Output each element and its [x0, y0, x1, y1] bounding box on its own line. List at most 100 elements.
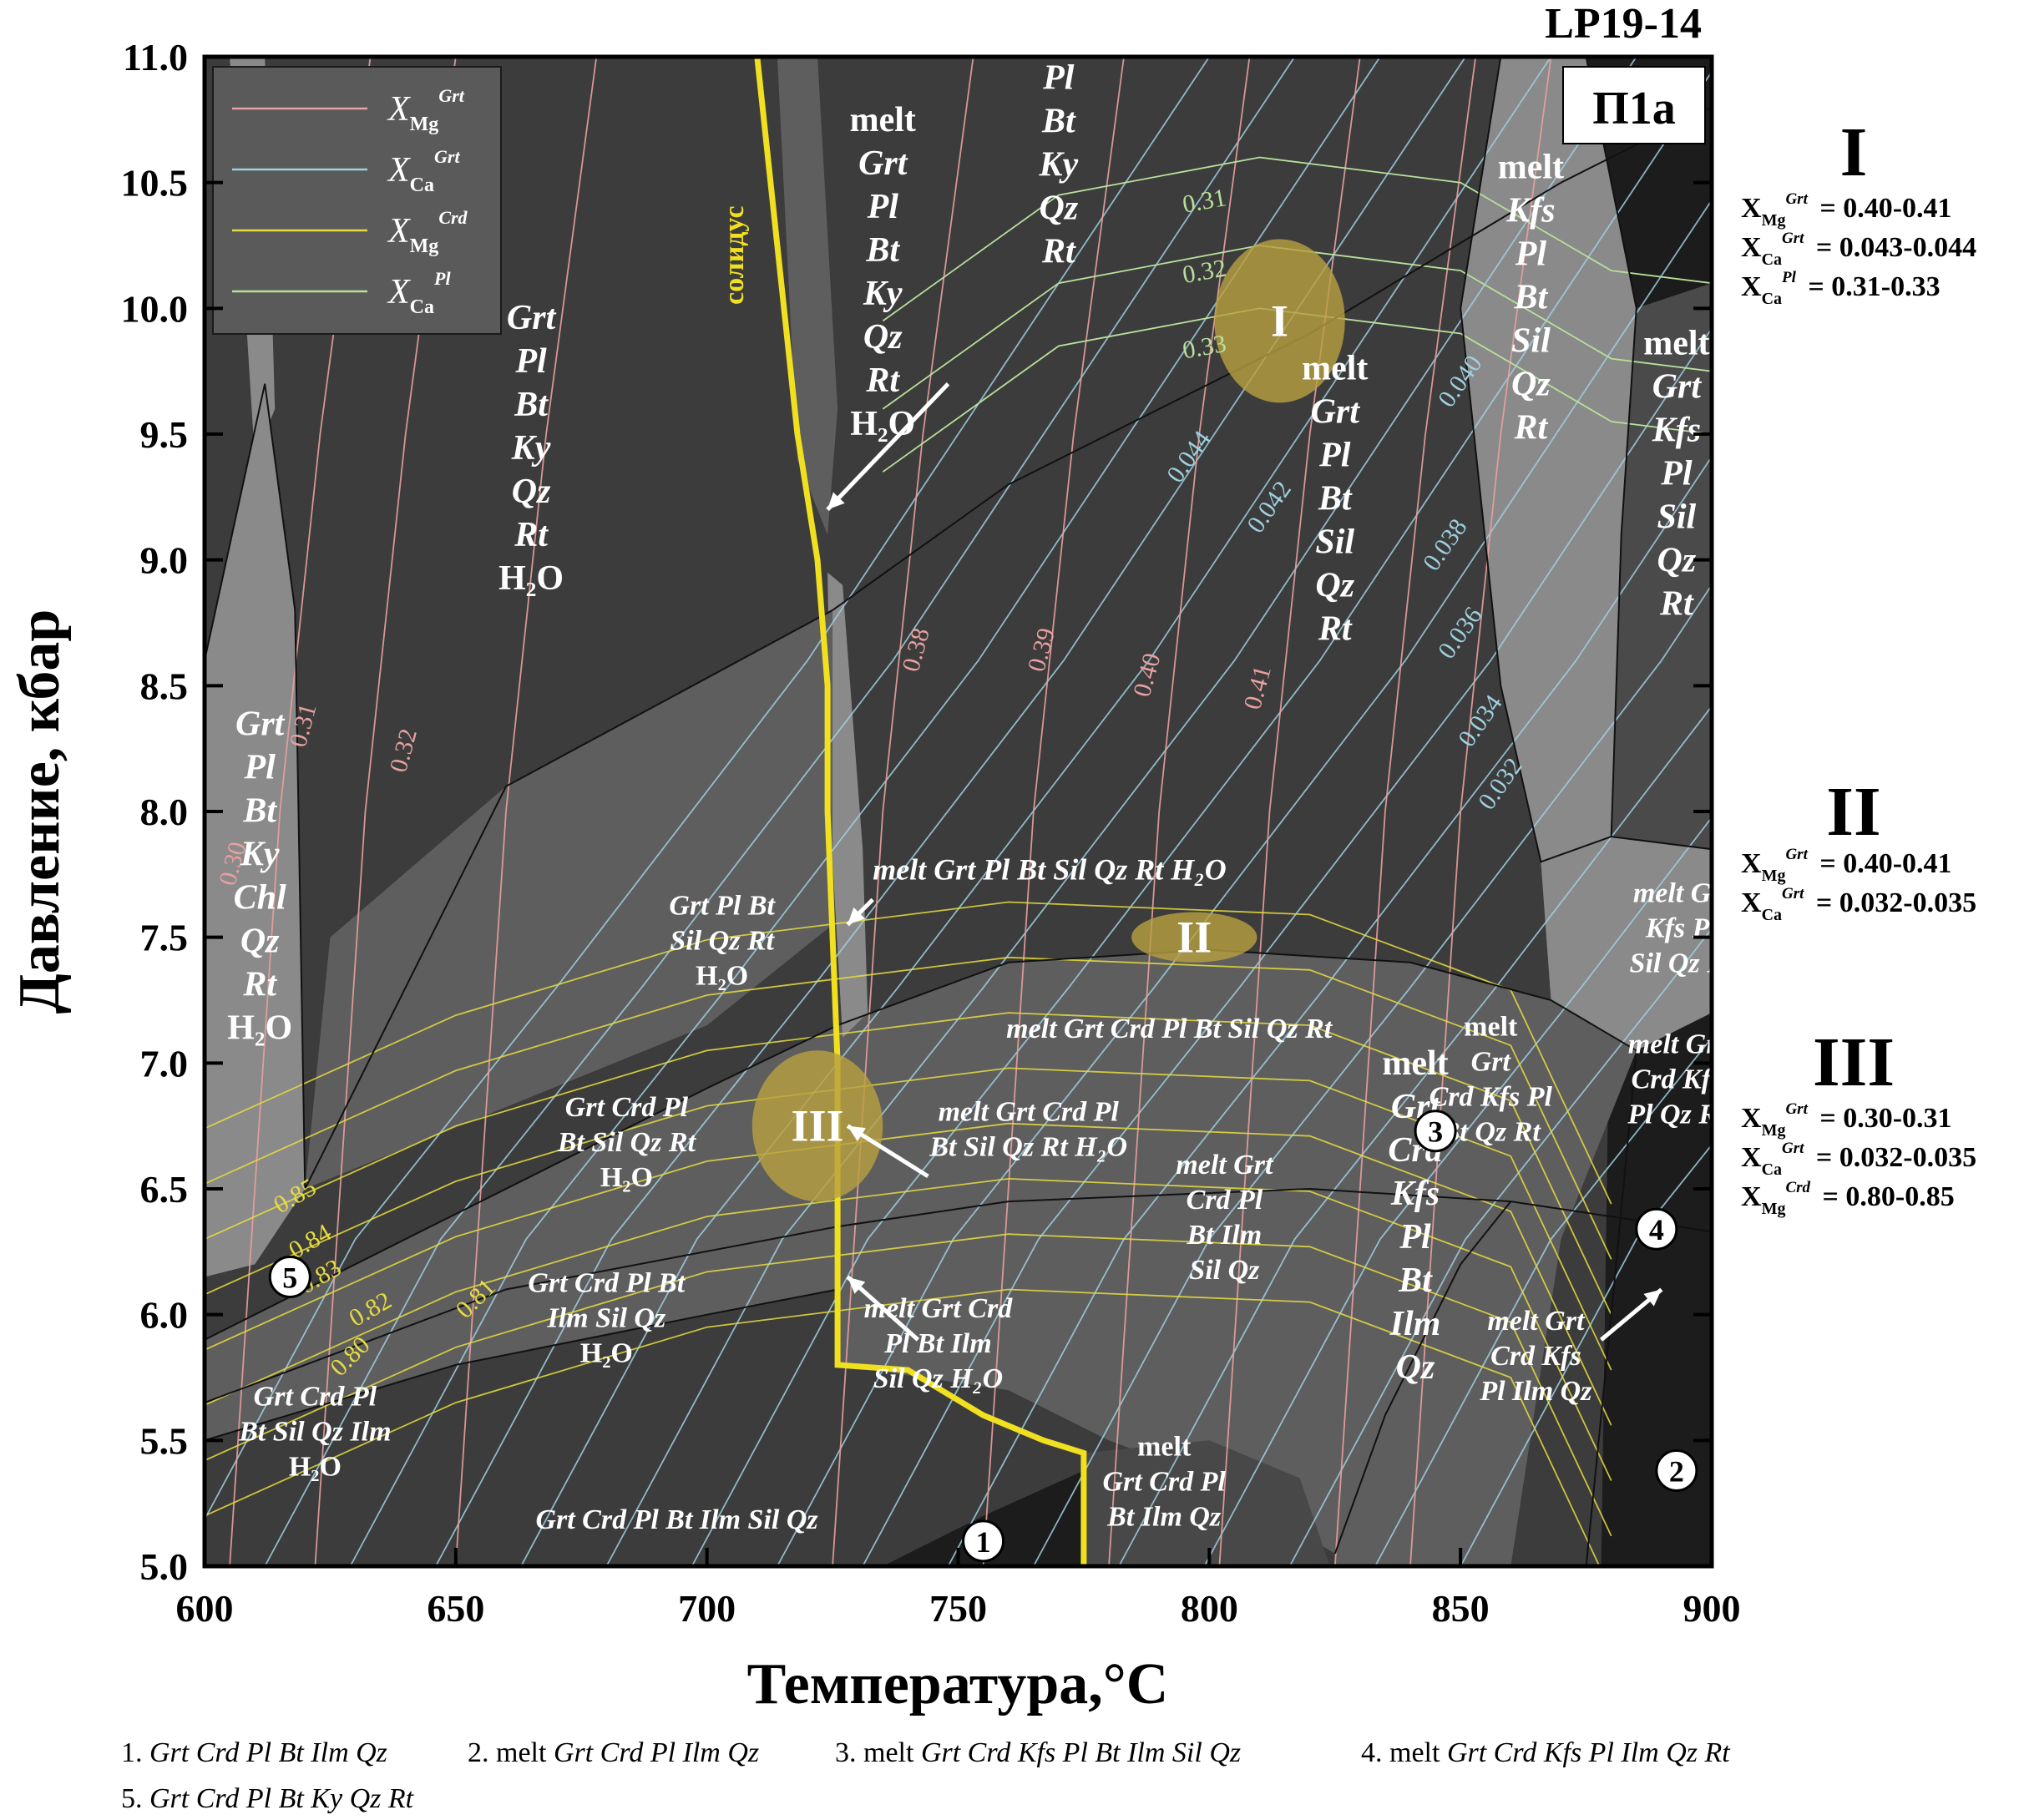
field-label-line: melt Grt — [1176, 1150, 1274, 1180]
field-label-line: melt — [1137, 1432, 1192, 1463]
boundary-line-8 — [205, 383, 306, 1190]
field-label-line: Rt — [1659, 584, 1694, 623]
composition-roman-II: II — [1826, 773, 1880, 851]
field-label-line: melt — [1382, 1044, 1448, 1083]
field-label-line: Sil — [1511, 321, 1551, 360]
composition-row: XCaPl = 0.31-0.33 — [1741, 269, 1941, 308]
boundary-line-2 — [205, 1288, 838, 1442]
field-label-line: Bt — [865, 231, 900, 270]
field-label-15: melt Grt Crd Kfs Pl Qz Rt — [1627, 1029, 1712, 1130]
y-axis-ticks: 5.05.56.06.57.07.58.08.59.09.510.010.511… — [121, 36, 1712, 1588]
field-label-line: H₂O — [580, 1338, 633, 1369]
composition-sup: Pl — [1781, 269, 1797, 286]
x-tick-label: 700 — [678, 1587, 736, 1630]
isopleth-xca-pl-1 — [882, 156, 1712, 322]
footnote-number: 3. — [835, 1737, 863, 1768]
field-label-line: Kfs — [1652, 411, 1701, 449]
field-label-line: Grt Crd Pl — [565, 1092, 689, 1123]
field-label-line: melt — [1498, 148, 1564, 186]
field-label-line: Bt — [1398, 1261, 1433, 1300]
field-label-line: Bt Sil Qz Rt H₂O — [929, 1132, 1127, 1163]
arrow-head — [848, 1125, 867, 1142]
y-axis-title: Давление, кбар — [8, 609, 72, 1014]
pointer-arrows — [826, 382, 1663, 1342]
y-tick-label: 10.5 — [121, 162, 189, 205]
field-label-line: Bt Qz Rt — [1440, 1116, 1542, 1147]
field-label-line: Qz — [1039, 189, 1078, 227]
field-label-line: melt Grt Crd — [864, 1293, 1014, 1324]
composition-row: XMgGrt = 0.40-0.41 — [1741, 190, 1952, 230]
composition-row: XCaGrt = 0.032-0.035 — [1741, 1140, 1976, 1179]
composition-sup: Grt — [1782, 885, 1804, 902]
field-label-7: Grt Pl Bt Ky Chl Qz Rt H₂O — [227, 705, 292, 1047]
legend-box — [212, 66, 502, 335]
field-label-line: Pl — [1515, 235, 1547, 273]
composition-sub: Mg — [1762, 211, 1786, 230]
field-label-14: melt Grt Kfs Pl Sil Qz Rt — [1630, 878, 1712, 979]
composition-sub: Mg — [1762, 1200, 1786, 1218]
isopleth-xca-pl-2 — [882, 245, 1712, 410]
field-label-line: Bt — [242, 791, 277, 830]
y-tick-label: 6.5 — [140, 1168, 189, 1211]
footnote-minerals: Grt Crd Pl Ilm Qz — [554, 1737, 759, 1768]
field-label-line: Kfs — [1390, 1175, 1440, 1213]
isopleth-xmg-crd-1 — [205, 1288, 1601, 1566]
field-label-line: Grt — [235, 705, 286, 743]
panel-label: П1а — [1592, 83, 1676, 134]
footnote-number: 5. — [121, 1783, 149, 1814]
field-label-line: Qz — [1657, 541, 1697, 579]
y-tick-label: 6.0 — [140, 1294, 189, 1337]
field-label-line: Grt — [1652, 367, 1703, 406]
field-label-line: H₂O — [289, 1451, 342, 1482]
legend-sub: Mg — [410, 114, 439, 135]
isopleth-xca-grt-13 — [1203, 816, 1712, 1566]
boundary-line-6 — [1585, 57, 1637, 837]
field-label-line: melt Grt Crd Pl — [939, 1097, 1120, 1128]
field-label-line: melt — [1643, 324, 1709, 362]
point-label-5: 5 — [282, 1261, 297, 1294]
isopleth-xca-grt-5 — [520, 57, 1552, 1566]
field-label-line: Rt — [1514, 408, 1549, 447]
isopleth-xca-grt-1 — [205, 57, 1211, 1521]
legend-sub: Ca — [410, 296, 434, 318]
field-label-8: Grt Pl Bt Sil Qz Rt H₂O — [669, 891, 776, 992]
field-label-line: Chl — [234, 878, 286, 917]
field-label-2: melt Grt Pl Bt Ky Qz Rt — [1039, 58, 1079, 270]
phase-field-14 — [305, 609, 833, 1189]
composition-value: = 0.043-0.044 — [1809, 232, 1976, 263]
composition-sub: Ca — [1762, 250, 1782, 269]
field-label-line: H₂O — [696, 961, 748, 992]
footnote-5: 5. Grt Crd Pl Bt Ky Qz Rt — [121, 1783, 415, 1814]
composition-row: XCaGrt = 0.032-0.035 — [1741, 885, 1976, 924]
field-label-22: melt Grt Crd Pl Bt Ilm Qz — [1103, 1432, 1227, 1533]
sample-title: LP19-14 — [1545, 0, 1702, 48]
field-label-line: melt — [850, 101, 916, 139]
field-label-line: Crd Kfs — [1490, 1341, 1581, 1372]
field-label-line: H₂O — [600, 1162, 653, 1193]
field-label-line: Qz — [240, 922, 280, 960]
point-marker-1 — [962, 1519, 1005, 1563]
field-label-line: Pl — [867, 188, 899, 226]
field-label-line: Grt — [507, 299, 557, 337]
footnote-number: 1. — [121, 1737, 149, 1768]
composition-sup: Grt — [1782, 230, 1804, 247]
footnote-minerals: Grt Crd Kfs Pl Ilm Qz Rt — [1447, 1737, 1731, 1768]
boundary-line-5 — [1460, 57, 1712, 863]
footnote-1: 1. Grt Crd Pl Bt Ilm Qz — [121, 1737, 387, 1768]
composition-sub: Mg — [1762, 867, 1786, 885]
field-label-line: melt — [1464, 1011, 1518, 1042]
phase-field-9 — [1541, 837, 1712, 1051]
composition-value: = 0.40-0.41 — [1813, 848, 1952, 879]
field-label-line: Sil Qz Rt — [670, 926, 775, 957]
isopleth-lines — [205, 57, 1712, 1566]
field-label-12: melt Grt Crd Pl Bt Ilm Sil Qz — [1176, 1150, 1274, 1286]
isopleth-xmg-crd-2 — [205, 1233, 1612, 1537]
field-label-line: Qz — [1511, 365, 1551, 403]
field-label-line: Sil — [1315, 523, 1354, 561]
legend-sub: Ca — [410, 174, 434, 196]
footnote-number: 2. — [468, 1737, 496, 1768]
